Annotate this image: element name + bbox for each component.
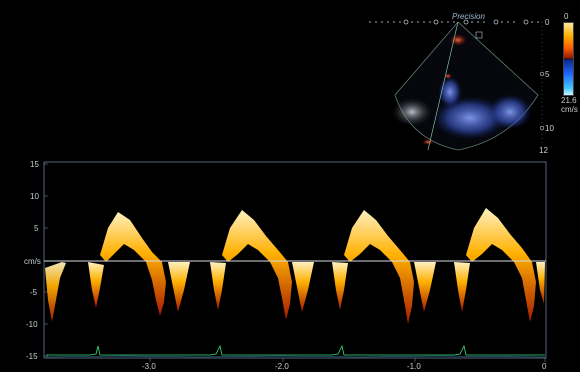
y-tick-neg15: -15 — [26, 352, 38, 361]
x-tick-neg3: -3.0 — [142, 362, 156, 371]
y-tick-neg10: -10 — [26, 320, 38, 329]
ecg-trace — [46, 344, 545, 356]
colorbar-bottom-value: 21.6 — [561, 96, 577, 105]
x-tick-0: 0 — [542, 362, 547, 371]
depth-tick-10: 10 — [545, 124, 554, 133]
y-tick-5: 5 — [34, 224, 39, 233]
depth-tick-12: 12 — [539, 146, 548, 155]
spectral-frame — [43, 161, 547, 359]
y-tick-neg5: -5 — [30, 288, 38, 297]
baseline-noise — [45, 355, 546, 358]
x-tick-neg1: -1.0 — [407, 362, 421, 371]
doppler-waveforms — [45, 208, 545, 324]
x-tick-neg2: -2.0 — [275, 362, 289, 371]
y-tick-15: 15 — [30, 160, 39, 169]
preset-label: Precision — [452, 12, 485, 21]
color-velocity-bar — [563, 22, 574, 96]
y-unit: cm/s — [24, 257, 41, 266]
sector-top-dots — [369, 19, 539, 25]
depth-tick-0: 0 — [545, 18, 550, 27]
colorbar-mid-label: 0 — [564, 12, 569, 21]
depth-tick-5: 5 — [545, 70, 550, 79]
y-tick-10: 10 — [30, 192, 39, 201]
colorbar-unit: cm/s — [561, 105, 578, 114]
